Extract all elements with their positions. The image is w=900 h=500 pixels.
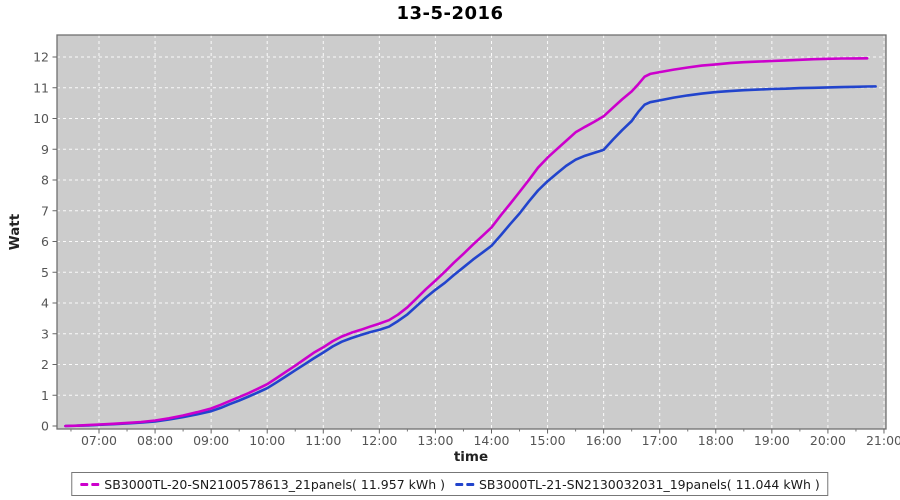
x-tick-label: 10:00 [249, 433, 285, 448]
series-line [64, 56, 869, 428]
series-2-line-swatch [455, 482, 474, 486]
y-tick-label: 4 [41, 296, 49, 311]
legend-label-series-2: SB3000TL-21-SN2130032031_19panels( 11.04… [479, 476, 820, 492]
y-axis-title: Watt [7, 213, 23, 250]
y-tick-label: 3 [41, 326, 49, 341]
y-tick-label: 9 [41, 142, 49, 157]
legend-item-series-1[interactable]: SB3000TL-20-SN2100578613_21panels( 11.95… [80, 477, 445, 492]
x-tick-label: 19:00 [754, 433, 790, 448]
x-axis-title: time [454, 449, 488, 465]
y-tick-label: 10 [33, 111, 49, 126]
x-tick-label: 11:00 [305, 433, 341, 448]
x-tick-label: 20:00 [810, 433, 846, 448]
series-line [64, 85, 877, 428]
legend-item-series-2[interactable]: SB3000TL-21-SN2130032031_19panels( 11.04… [455, 477, 820, 492]
y-tick-label: 1 [41, 388, 49, 403]
line-chart: 07:00 08:00 09:00 10:00 11:00 12:00 13:00 14:00… [7, 34, 900, 465]
plot-area [57, 35, 886, 429]
y-tick-label: 11 [33, 80, 49, 95]
y-tick-label: 6 [41, 234, 49, 249]
y-tick-label: 5 [41, 265, 49, 280]
y-tick-label: 0 [41, 419, 49, 434]
x-tick-label: 14:00 [473, 433, 509, 448]
x-tick-label: 15:00 [530, 433, 566, 448]
x-tick-label: 09:00 [193, 433, 229, 448]
x-tick-label: 07:00 [81, 433, 117, 448]
x-tick-label: 18:00 [698, 433, 734, 448]
y-tick-label: 2 [41, 357, 49, 372]
plot-border [56, 34, 887, 430]
x-tick-label: 13:00 [417, 433, 453, 448]
series-1-line-swatch [80, 482, 100, 486]
y-tick-label: 7 [41, 203, 49, 218]
y-tick-label: 8 [41, 173, 49, 188]
x-tick-label: 12:00 [361, 433, 397, 448]
x-tick-label: 16:00 [586, 433, 622, 448]
legend: SB3000TL-20-SN2100578613_21panels( 11.95… [71, 472, 829, 496]
x-tick-label: 08:00 [137, 433, 173, 448]
x-tick-label: 17:00 [642, 433, 678, 448]
legend-label-series-1: SB3000TL-20-SN2100578613_21panels( 11.95… [104, 476, 445, 492]
chart-title: 13-5-2016 [396, 3, 504, 24]
y-tick-label: 12 [33, 50, 49, 65]
x-tick-label: 21:00 [866, 433, 900, 448]
